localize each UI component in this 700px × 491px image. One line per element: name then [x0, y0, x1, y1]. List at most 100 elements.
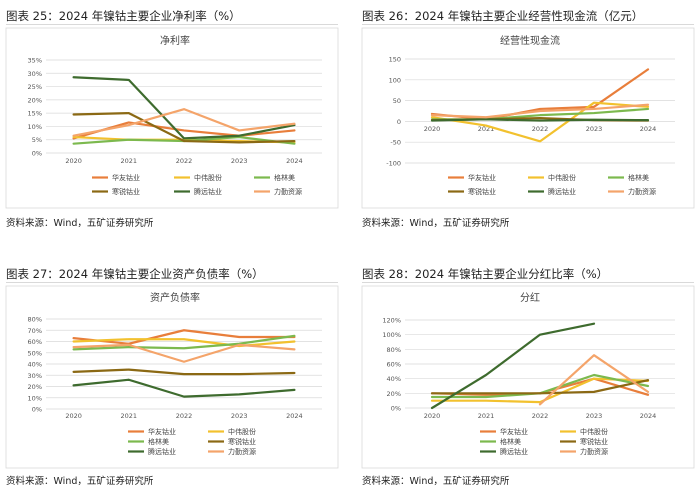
- x-tick-label: 2020: [65, 412, 82, 420]
- figure-25-source: 资料来源：Wind，五矿证券研究所: [6, 218, 154, 229]
- y-tick-label: 20%: [387, 390, 401, 398]
- series-line-4: [72, 112, 296, 144]
- chart-4: 分红 0% 20% 40% 60% 80% 100% 120% 2020 2021 2022 2023…: [361, 285, 695, 469]
- x-tick-label: 2024: [640, 412, 657, 420]
- legend-label: 力勤资源: [274, 187, 302, 196]
- y-tick-label: 50: [393, 97, 401, 105]
- figure-25-caption: 图表 25：2024 年镍钴主要企业净利率（%）: [6, 9, 241, 23]
- series-line-5: [72, 378, 296, 398]
- legend-label: 格林美: [500, 437, 521, 446]
- y-tick-label: 30%: [28, 70, 42, 78]
- series-line-4: [72, 368, 296, 376]
- x-tick-label: 2023: [231, 157, 248, 165]
- chart-1: 净利率 0% 5% 10% 15% 20% 25% 30% 35% 2020 2021 2022 202…: [5, 27, 339, 209]
- figure-28-caption: 图表 28：2024 年镍钴主要企业分红比率（%）: [362, 267, 609, 281]
- y-tick-label: 100: [389, 76, 401, 84]
- y-tick-label: 60%: [28, 338, 42, 346]
- x-tick-label: 2020: [424, 125, 441, 133]
- y-tick-label: 35%: [28, 57, 42, 65]
- legend-label: 腾远钴业: [548, 187, 576, 196]
- y-tick-label: 40%: [28, 361, 42, 369]
- x-tick-label: 2023: [586, 125, 603, 133]
- legend-label: 华友钴业: [468, 173, 496, 182]
- legend-label: 力勤资源: [580, 447, 608, 456]
- y-tick-label: 0: [397, 118, 401, 126]
- series-line-5: [72, 76, 296, 140]
- legend-label: 中伟股份: [194, 173, 222, 182]
- x-tick-label: 2024: [640, 125, 657, 133]
- legend-label: 寒锐钴业: [112, 187, 140, 196]
- series-line-6: [72, 343, 296, 363]
- legend-label: 中伟股份: [228, 427, 256, 436]
- legend-label: 腾远钴业: [148, 447, 176, 456]
- y-tick-label: -50: [390, 139, 401, 147]
- x-tick-label: 2022: [176, 412, 193, 420]
- legend-label: 腾远钴业: [194, 187, 222, 196]
- y-tick-label: 60%: [387, 361, 401, 369]
- y-tick-label: 40%: [387, 375, 401, 383]
- y-tick-label: -100: [386, 160, 401, 168]
- legend-label: 华友钴业: [500, 427, 528, 436]
- series-line-3: [72, 334, 296, 351]
- chart-3: 资产负债率 0% 10% 20% 30% 40% 50% 60% 70% 80% 2020 2021 2…: [5, 285, 339, 469]
- x-tick-label: 2023: [231, 412, 248, 420]
- y-tick-label: 30%: [28, 372, 42, 380]
- y-tick-label: 0%: [32, 406, 42, 414]
- x-tick-label: 2022: [532, 125, 549, 133]
- legend-label: 格林美: [628, 173, 649, 182]
- y-tick-label: 5%: [32, 136, 42, 144]
- x-tick-label: 2024: [286, 412, 303, 420]
- x-tick-label: 2021: [478, 125, 495, 133]
- y-tick-label: 100%: [382, 331, 401, 339]
- legend-label: 寒锐钴业: [580, 437, 608, 446]
- legend-label: 华友钴业: [112, 173, 140, 182]
- series-line-6: [72, 108, 296, 137]
- legend-label: 中伟股份: [548, 173, 576, 182]
- x-tick-label: 2020: [424, 412, 441, 420]
- figure-26-source: 资料来源：Wind，五矿证券研究所: [362, 218, 510, 229]
- y-tick-label: 25%: [28, 83, 42, 91]
- x-tick-label: 2021: [121, 412, 138, 420]
- series-line-2: [430, 101, 650, 143]
- x-tick-label: 2023: [586, 412, 603, 420]
- legend-label: 力勤资源: [228, 447, 256, 456]
- divider: [362, 24, 694, 25]
- series-line-5: [430, 118, 650, 122]
- series-line-2: [72, 338, 296, 348]
- figure-27-caption: 图表 27：2024 年镍钴主要企业资产负债率（%）: [6, 267, 264, 281]
- chart-title: 资产负债率: [150, 291, 200, 304]
- y-tick-label: 20%: [28, 383, 42, 391]
- chart-frame: [5, 27, 339, 209]
- x-tick-label: 2022: [176, 157, 193, 165]
- divider: [6, 24, 338, 25]
- chart-title: 分红: [520, 291, 540, 304]
- y-tick-label: 10%: [28, 394, 42, 402]
- divider: [362, 282, 694, 283]
- legend-label: 腾远钴业: [500, 447, 528, 456]
- series-line-6: [430, 103, 650, 119]
- y-tick-label: 80%: [28, 316, 42, 324]
- divider: [6, 282, 338, 283]
- y-tick-label: 150: [389, 56, 401, 64]
- y-tick-label: 10%: [28, 123, 42, 131]
- series-line-1: [72, 329, 296, 345]
- chart-2: 经营性现金流 -100 -50 0 50 100 150 2020 2021 2022 2023 20…: [361, 27, 695, 209]
- chart-title: 净利率: [160, 34, 190, 47]
- y-tick-label: 70%: [28, 327, 42, 335]
- series-line-4: [430, 379, 650, 395]
- y-tick-label: 0%: [32, 150, 42, 158]
- legend-label: 格林美: [148, 437, 169, 446]
- x-tick-label: 2022: [532, 412, 549, 420]
- chart-title: 经营性现金流: [500, 34, 560, 47]
- figure-27-source: 资料来源：Wind，五矿证券研究所: [6, 476, 154, 487]
- legend-label: 寒锐钴业: [468, 187, 496, 196]
- series-line-5: [430, 322, 596, 410]
- legend-label: 中伟股份: [580, 427, 608, 436]
- y-tick-label: 80%: [387, 346, 401, 354]
- figure-26-caption: 图表 26：2024 年镍钴主要企业经营性现金流（亿元）: [362, 9, 644, 23]
- chart-frame: [5, 285, 339, 469]
- x-tick-label: 2020: [65, 157, 82, 165]
- y-tick-label: 120%: [382, 317, 401, 325]
- legend-label: 格林美: [274, 173, 295, 182]
